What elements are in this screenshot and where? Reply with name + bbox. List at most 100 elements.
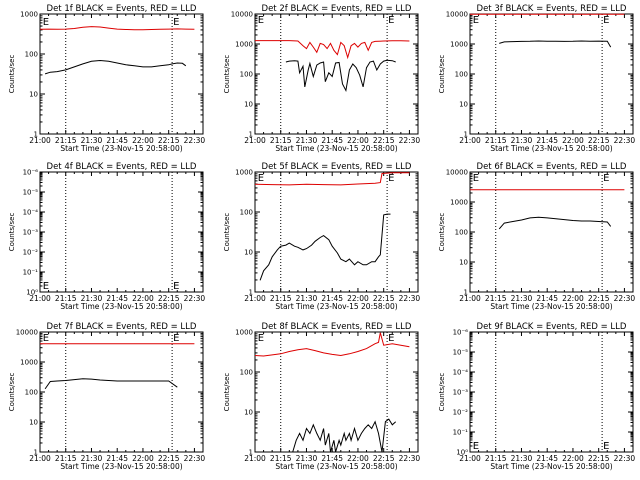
x-tick-label: 21:30 <box>296 294 318 303</box>
y-tick-label: 10⁰ <box>26 289 38 297</box>
y-tick-label: 10⁻⁴ <box>453 369 469 377</box>
y-tick-label: 100 <box>240 209 253 217</box>
x-tick-label: 22:15 <box>373 136 395 145</box>
chart-panel-7: Det 7f BLACK = Events, RED = LLD 21:00 21:… <box>8 322 205 471</box>
e-marker: E <box>388 173 394 184</box>
series-events <box>499 40 612 48</box>
y-tick-label: 1 <box>34 131 38 139</box>
y-tick-label: 10⁻⁶ <box>453 329 469 337</box>
y-tick-label: 1000 <box>235 329 253 337</box>
x-tick-label: 21:15 <box>55 454 77 463</box>
x-tick-label: 22:15 <box>373 294 395 303</box>
y-tick-label: 100 <box>455 229 468 237</box>
series-lld <box>255 40 410 60</box>
x-tick-label: 21:30 <box>81 454 103 463</box>
chart-title: Det 6f BLACK = Events, RED = LLD <box>477 162 627 172</box>
series-events <box>289 418 397 453</box>
series-lld <box>254 332 410 357</box>
chart-title: Det 3f BLACK = Events, RED = LLD <box>477 4 627 14</box>
x-tick-label: 21:30 <box>81 294 103 303</box>
e-marker: E <box>388 333 394 344</box>
y-tick-label: 10⁻² <box>453 409 469 417</box>
x-tick-label: 21:00 <box>29 454 51 463</box>
series-events <box>285 59 396 93</box>
y-tick-label: 1000 <box>20 11 38 19</box>
y-tick-label: 100 <box>240 369 253 377</box>
series-lld <box>254 172 410 186</box>
x-tick-label: 22:15 <box>158 454 180 463</box>
y-tick-label: 10⁻³ <box>23 229 39 237</box>
y-tick-label: 1000 <box>235 41 253 49</box>
series-events <box>44 59 187 75</box>
x-tick-label: 21:15 <box>485 136 507 145</box>
chart-panel-6: Det 6f BLACK = Events, RED = LLD 21:00 21:… <box>438 162 635 311</box>
plot-frame <box>39 13 204 135</box>
x-tick-label: 22:15 <box>158 136 180 145</box>
x-tick-label: 21:45 <box>321 136 343 145</box>
e-marker: E <box>473 441 479 452</box>
y-tick-label: 1000 <box>20 359 38 367</box>
e-marker: E <box>258 333 264 344</box>
chart-title: Det 4f BLACK = Events, RED = LLD <box>47 162 197 172</box>
y-tick-label: 10⁻¹ <box>453 429 469 437</box>
chart-panel-4: Det 4f BLACK = Events, RED = LLD 21:00 21:… <box>8 162 205 311</box>
y-tick-label: 1 <box>464 131 468 139</box>
series-events <box>44 378 178 390</box>
y-axis-label: Counts/sec <box>438 373 446 412</box>
y-tick-label: 100 <box>25 51 38 59</box>
x-axis-label: Start Time (23-Nov-15 20:58:00) <box>490 144 612 153</box>
x-tick-label: 22:30 <box>184 136 206 145</box>
x-tick-label: 21:45 <box>106 454 128 463</box>
y-tick-label: 10 <box>244 249 253 257</box>
e-marker: E <box>258 173 264 184</box>
x-tick-label: 22:30 <box>614 136 636 145</box>
x-tick-label: 21:00 <box>244 454 266 463</box>
x-tick-label: 22:00 <box>347 294 369 303</box>
x-tick-label: 21:00 <box>29 294 51 303</box>
x-tick-label: 22:30 <box>184 294 206 303</box>
x-tick-label: 21:15 <box>270 136 292 145</box>
y-tick-label: 1000 <box>235 169 253 177</box>
chart-title: Det 1f BLACK = Events, RED = LLD <box>47 4 197 14</box>
e-marker: E <box>603 173 609 184</box>
plot-frame <box>39 331 204 453</box>
series-events <box>498 216 612 230</box>
x-tick-label: 21:15 <box>270 454 292 463</box>
x-axis-label: Start Time (23-Nov-15 20:58:00) <box>60 144 182 153</box>
chart-panel-1: Det 1f BLACK = Events, RED = LLD 21:00 21:… <box>8 4 205 153</box>
x-tick-label: 21:45 <box>536 294 558 303</box>
x-axis-label: Start Time (23-Nov-15 20:58:00) <box>60 302 182 311</box>
plot-frame <box>39 171 204 293</box>
series-events <box>259 213 391 281</box>
x-tick-label: 21:00 <box>29 136 51 145</box>
plot-frame <box>469 13 634 135</box>
y-tick-label: 10000 <box>446 169 468 177</box>
y-tick-label: 100 <box>240 71 253 79</box>
x-axis-label: Start Time (23-Nov-15 20:58:00) <box>275 302 397 311</box>
plot-frame <box>254 331 419 453</box>
x-tick-label: 22:15 <box>588 136 610 145</box>
y-axis-label: Counts/sec <box>223 55 231 94</box>
y-tick-label: 1 <box>464 289 468 297</box>
y-tick-label: 10 <box>459 259 468 267</box>
x-axis-label: Start Time (23-Nov-15 20:58:00) <box>275 144 397 153</box>
y-tick-label: 1 <box>34 449 38 457</box>
y-tick-label: 10 <box>244 409 253 417</box>
y-tick-label: 100 <box>455 71 468 79</box>
x-tick-label: 22:30 <box>399 454 421 463</box>
x-tick-label: 21:30 <box>511 454 533 463</box>
y-axis-label: Counts/sec <box>438 213 446 252</box>
x-tick-label: 22:30 <box>399 136 421 145</box>
y-tick-label: 1 <box>249 449 253 457</box>
y-tick-label: 1 <box>249 131 253 139</box>
x-tick-label: 21:15 <box>485 454 507 463</box>
x-tick-label: 22:15 <box>588 454 610 463</box>
x-tick-label: 21:00 <box>244 294 266 303</box>
x-tick-label: 22:15 <box>588 294 610 303</box>
e-marker: E <box>603 15 609 26</box>
y-tick-label: 10⁻⁴ <box>23 209 39 217</box>
plot-frame <box>469 331 634 453</box>
chart-panel-2: Det 2f BLACK = Events, RED = LLD 21:00 21:… <box>223 4 420 153</box>
y-axis-label: Counts/sec <box>223 373 231 412</box>
